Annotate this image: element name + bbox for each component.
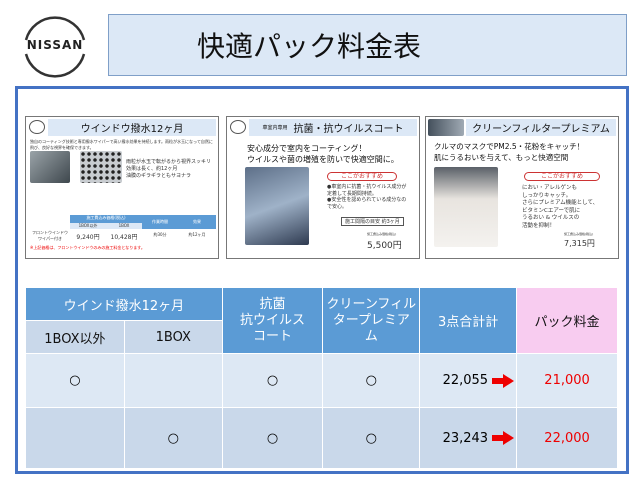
effect: 約12ヶ月	[188, 232, 206, 237]
window-photo-after	[80, 151, 122, 183]
price-label: 施工費込み価格(税込)	[564, 232, 594, 236]
cell: ○	[25, 353, 125, 408]
pack-price: 21,000	[516, 353, 618, 408]
arrow-right-icon	[492, 373, 515, 388]
headline: 安心成分で室内をコーティング！ ウイルスや菌の増殖を防いで快適空間に。	[247, 143, 399, 165]
period-box: 施工間隔の目安 約3ヶ月	[341, 217, 404, 226]
card-title: 車室内専用 抗菌・抗ウイルスコート	[249, 119, 417, 136]
cell	[123, 353, 223, 408]
text-line: におい・アレルゲンも	[522, 185, 578, 191]
headline-line: ウイルスや菌の増殖を防いで快適空間に。	[247, 155, 399, 164]
bullet: ●車室内に抗菌・抗ウイルス成分が定着して長期間持続。	[327, 184, 407, 197]
cell: ○	[322, 407, 421, 469]
th: 1BOX	[106, 223, 142, 229]
title-text: 抗菌・抗ウイルスコート	[293, 124, 404, 135]
header-antibacterial: 抗菌 抗ウイルス コート	[221, 287, 324, 354]
bullet-list: ●車室内に抗菌・抗ウイルス成分が定着して長期間持続。 ●安全性を認められている成…	[327, 184, 409, 210]
header-pack-price: パック料金	[516, 287, 618, 354]
bullet: ●安全性を認められている成分なので安心。	[327, 197, 407, 210]
woman-photo	[434, 167, 498, 247]
nissan-logo-small	[29, 120, 45, 134]
card-price-table: 施工費込み価格(税込) 作業時間 効果 1BOX以外 1BOX フロントウインド…	[30, 215, 216, 245]
th: 施工費込み価格(税込)	[70, 215, 142, 223]
total-cell: 22,055	[419, 353, 518, 408]
header-1box: 1BOX	[123, 320, 223, 354]
pack-price-table: ウインド撥水12ヶ月 抗菌 抗ウイルス コート クリーンフィル タープレミア ム…	[25, 287, 618, 469]
price: 9,240円	[76, 234, 100, 241]
car-seat-photo	[245, 167, 309, 245]
bullet: 効果は長く、約12ヶ月	[126, 166, 178, 172]
recommend-pill: ここがおすすめ	[524, 172, 600, 181]
cell: ○	[221, 407, 324, 469]
price: 10,428円	[110, 234, 138, 241]
nissan-logo: NISSAN	[14, 12, 96, 78]
header-total: 3点合計計	[419, 287, 518, 354]
header-clean-filter: クリーンフィル タープレミア ム	[322, 287, 421, 354]
table-row: ○ ○ ○ 23,243 22,000	[25, 407, 618, 469]
th: 作業時間	[142, 215, 178, 229]
pack-price: 22,000	[516, 407, 618, 469]
badge: 車室内専用	[262, 125, 288, 131]
table-row: ○ ○ ○ 22,055 21,000	[25, 353, 618, 408]
text-line: うるおい & ウイルスの	[522, 215, 580, 221]
cell	[25, 407, 125, 469]
text-line: さらにプレミアム機能として、	[522, 200, 599, 206]
card-title: クリーンフィルタープレミアム	[466, 119, 616, 136]
total-value: 23,243	[442, 430, 489, 446]
price: 7,315円	[564, 239, 595, 248]
card-antibacterial-coat: 車室内専用 抗菌・抗ウイルスコート 安心成分で室内をコーティング！ ウイルスや菌の…	[226, 116, 420, 259]
cell: ○	[123, 407, 223, 469]
bullet-list: 雨粒が水玉で転がるから視界スッキリ 効果は長く、約12ヶ月 油膜のギラギラともサ…	[126, 159, 211, 180]
card-window-repellent: ウインドウ撥水12ヶ月 独自のコーティング技術と専用撥水ワイパーで高い撥水効果を…	[25, 116, 219, 259]
header-non-1box: 1BOX以外	[25, 320, 125, 354]
window-photo-before	[30, 151, 70, 183]
bullet: 油膜のギラギラともサヨナラ	[126, 173, 192, 179]
th: 効果	[178, 215, 216, 229]
total-cell: 23,243	[419, 407, 518, 469]
th: 1BOX以外	[70, 223, 106, 229]
logo-text: NISSAN	[26, 38, 84, 52]
text-line: 活動を抑制！	[522, 222, 556, 229]
car-photo	[428, 119, 464, 136]
text-line: しっかりキャッチ。	[522, 192, 572, 199]
page-title: 快適パック料金表	[108, 14, 627, 76]
card-intro: 独自のコーティング技術と専用撥水ワイパーで高い撥水効果を持続します。雨粒が水玉に…	[30, 139, 213, 150]
description: におい・アレルゲンも しっかりキャッチ。 さらにプレミアム機能として、 ビタミン…	[522, 185, 598, 230]
text-line: ビタミンCエアーで肌に	[522, 207, 581, 214]
total-value: 22,055	[442, 373, 489, 388]
header-window-repellent: ウインド撥水12ヶ月	[25, 287, 223, 321]
headline-line: クルマのマスクでPM2.5・花粉をキャッチ！	[434, 142, 585, 151]
headline-line: 安心成分で室内をコーティング！	[247, 144, 367, 153]
cell: ○	[322, 353, 421, 408]
headline: クルマのマスクでPM2.5・花粉をキャッチ！ 肌にうるおいを与えて、もっと快適空…	[434, 141, 584, 163]
card-note: ※上記価格は、フロントウインドウのみの施工料金となります。	[30, 245, 145, 250]
headline-line: 肌にうるおいを与えて、もっと快適空間	[434, 153, 569, 162]
bullet: 雨粒が水玉で転がるから視界スッキリ	[126, 159, 212, 165]
nissan-logo-small	[230, 120, 246, 134]
card-clean-filter: クリーンフィルタープレミアム クルマのマスクでPM2.5・花粉をキャッチ！ 肌に…	[425, 116, 619, 259]
price-label: 施工費込み価格(税込)	[367, 232, 397, 236]
time: 約30分	[153, 232, 167, 237]
row-label: フロントウインドウ ワイパー付き	[32, 230, 68, 241]
recommend-pill: ここがおすすめ	[327, 172, 397, 181]
price: 5,500円	[367, 241, 402, 251]
arrow-right-icon	[492, 431, 515, 445]
card-title: ウインドウ撥水12ヶ月	[48, 119, 216, 136]
cell: ○	[221, 353, 324, 408]
